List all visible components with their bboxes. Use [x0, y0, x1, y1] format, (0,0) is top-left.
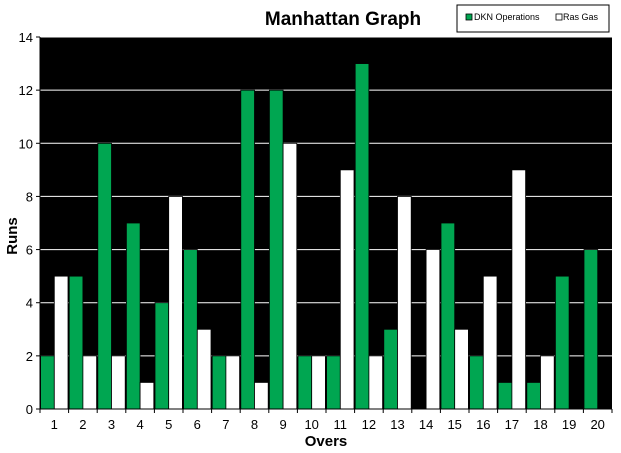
- bar-ras-gas-4: [139, 382, 155, 410]
- x-tick-label: 1: [51, 417, 58, 432]
- x-tick-label: 12: [362, 417, 376, 432]
- bar-ras-gas-11: [339, 169, 355, 410]
- x-tick-label: 10: [304, 417, 318, 432]
- bar-dkn-1: [40, 355, 55, 410]
- bar-dkn-13: [383, 328, 398, 410]
- bar-ras-gas-10: [311, 355, 326, 410]
- x-tick-label: 5: [165, 417, 172, 432]
- chart-title: Manhattan Graph: [265, 9, 421, 30]
- y-tick-label: 14: [19, 30, 33, 45]
- bar-dkn-19: [555, 275, 570, 410]
- bar-ras-gas-5: [168, 196, 183, 410]
- x-tick-label: 15: [447, 417, 461, 432]
- bar-dkn-18: [526, 382, 541, 410]
- bar-ras-gas-9: [282, 142, 298, 410]
- x-tick-label: 3: [108, 417, 115, 432]
- bar-dkn-17: [497, 382, 513, 410]
- x-tick-label: 7: [222, 417, 229, 432]
- bar-ras-gas-16: [482, 275, 498, 410]
- bar-dkn-6: [183, 249, 198, 410]
- bar-ras-gas-3: [111, 355, 126, 410]
- legend-swatch-ras-gas: [555, 13, 563, 21]
- bar-ras-gas-15: [454, 328, 469, 410]
- bar-dkn-16: [469, 355, 484, 410]
- x-tick-label: 14: [419, 417, 433, 432]
- bar-dkn-12: [354, 63, 370, 410]
- x-axis-label: Overs: [305, 433, 348, 450]
- bar-dkn-10: [297, 355, 313, 410]
- bar-ras-gas-6: [196, 328, 212, 410]
- bar-ras-gas-17: [511, 169, 526, 410]
- bar-ras-gas-13: [397, 196, 412, 410]
- x-tick-label: 2: [79, 417, 86, 432]
- x-tick-label: 19: [562, 417, 576, 432]
- x-tick-label: 6: [194, 417, 201, 432]
- plot-area: [40, 37, 612, 409]
- bar-ras-gas-2: [82, 355, 98, 410]
- bar-ras-gas-12: [368, 355, 383, 410]
- bar-dkn-7: [211, 355, 227, 410]
- x-tick-label: 9: [279, 417, 286, 432]
- x-tick-label: 18: [533, 417, 547, 432]
- bar-dkn-5: [154, 302, 170, 410]
- bar-dkn-3: [97, 142, 112, 410]
- x-tick-label: 17: [505, 417, 519, 432]
- bar-ras-gas-8: [254, 382, 269, 410]
- bar-ras-gas-18: [540, 355, 555, 410]
- bar-dkn-11: [326, 355, 341, 410]
- y-tick-label: 12: [19, 83, 33, 98]
- bar-dkn-2: [68, 275, 84, 410]
- legend: DKN Operations Ras Gas: [456, 4, 610, 33]
- x-tick-label: 4: [136, 417, 143, 432]
- y-axis: 0 2 4 6 8 10 12 14: [19, 30, 41, 417]
- y-axis-label: Runs: [4, 217, 21, 255]
- x-tick-label: 20: [590, 417, 604, 432]
- y-tick-label: 10: [19, 136, 33, 151]
- y-tick-label: 0: [26, 402, 33, 417]
- y-tick-label: 8: [26, 189, 33, 204]
- bar-dkn-9: [268, 89, 284, 410]
- y-tick-label: 4: [26, 296, 33, 311]
- bar-ras-gas-14: [425, 249, 441, 410]
- bar-dkn-20: [583, 249, 599, 410]
- x-axis: 1 2 3 4 5 6 7 8 9 10 11 12 13 14 15 16 17 18 19 20: [39, 408, 613, 432]
- y-tick-label: 6: [26, 243, 33, 258]
- bar-dkn-15: [440, 222, 456, 410]
- bar-dkn-4: [126, 222, 141, 410]
- legend-label-dkn: DKN Operations: [474, 12, 540, 22]
- legend-box: [456, 4, 610, 33]
- legend-swatch-dkn: [465, 13, 473, 21]
- legend-label-ras-gas: Ras Gas: [563, 12, 599, 22]
- y-tick-label: 2: [26, 349, 33, 364]
- x-tick-label: 8: [251, 417, 258, 432]
- bar-ras-gas-7: [225, 355, 240, 410]
- x-tick-label: 11: [334, 417, 348, 432]
- bar-ras-gas-1: [53, 275, 69, 410]
- x-tick-label: 13: [390, 417, 404, 432]
- x-tick-label: 16: [476, 417, 490, 432]
- bar-dkn-8: [240, 89, 255, 410]
